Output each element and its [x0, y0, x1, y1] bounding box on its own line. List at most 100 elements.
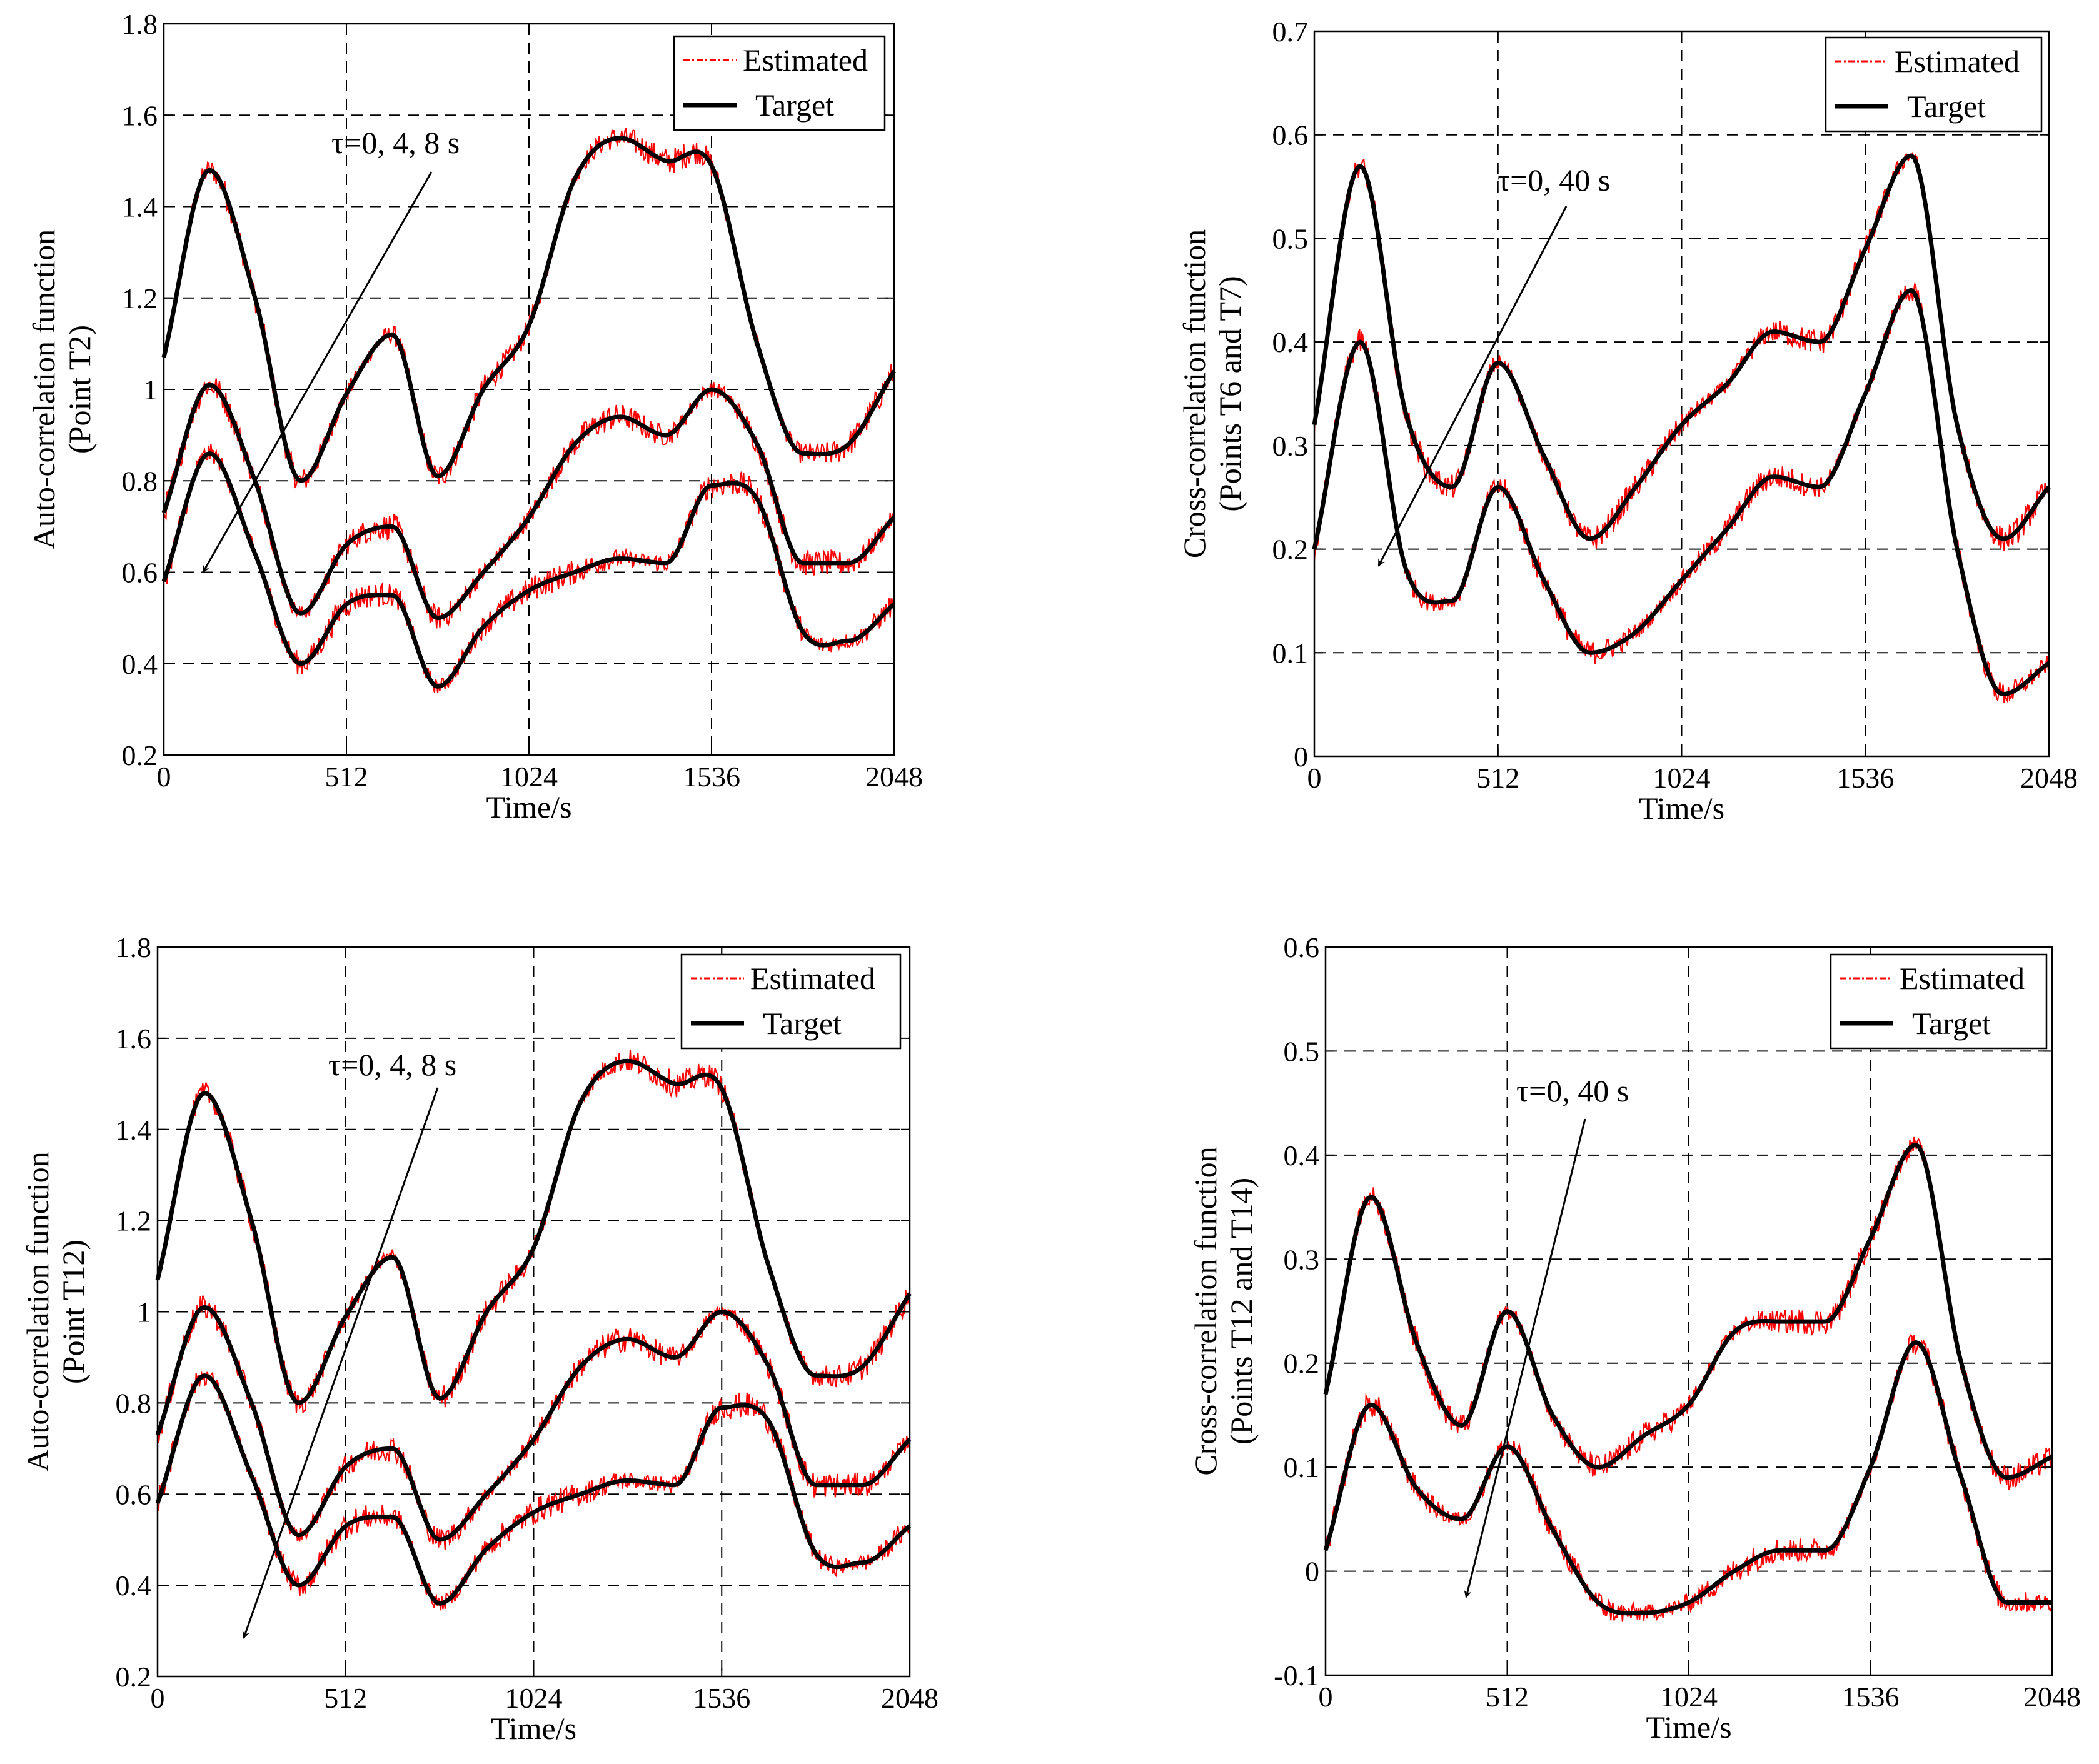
x-tick-label: 512 [325, 761, 368, 793]
y-axis-label: Auto-correlation function [26, 229, 61, 549]
legend-target-label: Target [1907, 89, 1986, 124]
x-tick-label: 1536 [1842, 1681, 1900, 1713]
y-tick-label: 0.7 [1272, 16, 1309, 48]
x-tick-label: 512 [324, 1682, 367, 1714]
y-tick-label: 0.6 [1272, 119, 1309, 151]
legend: Estimated Target [1830, 953, 2048, 1050]
y-tick-label: 0.2 [122, 739, 158, 771]
x-tick-label: 0 [1307, 762, 1322, 794]
y-axis-label-subtitle: (Point T2) [62, 325, 97, 454]
annotation-arrow [242, 1087, 439, 1639]
x-tick-label: 1024 [500, 761, 558, 793]
annotation-arrow [202, 171, 433, 573]
legend-target-label: Target [763, 1006, 842, 1041]
x-tick-label: 2048 [881, 1682, 939, 1714]
y-tick-label: 0.4 [1272, 326, 1309, 358]
target-series-line [1323, 1340, 2052, 1616]
y-axis-label: Auto-correlation function [20, 1151, 55, 1471]
x-tick-label: 1024 [505, 1682, 563, 1714]
y-tick-label: 0.5 [1284, 1035, 1320, 1067]
y-tick-label: 1.4 [122, 191, 158, 223]
x-tick-label: 1536 [683, 761, 740, 793]
y-tick-label: 1 [137, 1296, 151, 1328]
y-tick-label: 0.6 [1284, 931, 1320, 963]
annotation-label: τ=0, 4, 8 s [328, 1047, 456, 1082]
x-tick-label: 512 [1476, 762, 1519, 794]
x-tick-label: 1536 [1836, 762, 1894, 794]
y-tick-label: 0.2 [116, 1661, 152, 1693]
x-tick-label: 1024 [1653, 762, 1711, 794]
legend: Estimated Target [673, 35, 886, 131]
legend-estimated-label: Estimated [750, 961, 875, 996]
legend-box [680, 953, 902, 1050]
target-series-line [161, 451, 896, 689]
legend-box [1830, 953, 2048, 1050]
y-tick-label: 0.5 [1272, 223, 1309, 254]
legend-target-label: Target [1912, 1006, 1991, 1041]
y-tick-label: -0.1 [1274, 1660, 1319, 1691]
y-axis-label-subtitle: (Points T6 and T7) [1212, 276, 1247, 511]
x-tick-label: 1024 [1660, 1681, 1718, 1713]
y-axis-label-subtitle: (Point T12) [56, 1240, 91, 1384]
y-tick-label: 0.2 [1272, 534, 1309, 566]
target-series-line [161, 383, 896, 621]
y-tick-label: 1.8 [116, 931, 152, 963]
target-series-line [1323, 1142, 2053, 1480]
chart-panel-top-right: 0 512 1024 1536 2048 0 0.1 0.2 0.3 0.4 0.5 0.6 0.7 Ti… [1177, 16, 2078, 826]
y-tick-label: 0.6 [116, 1478, 152, 1510]
y-axis-label: Cross-correlation function [1188, 1146, 1223, 1475]
y-tick-label: 0.8 [122, 465, 158, 497]
y-tick-label: 1.8 [122, 8, 158, 40]
y-tick-label: 1.4 [116, 1114, 152, 1146]
annotation-label: τ=0, 40 s [1516, 1073, 1629, 1108]
target-series-line [155, 1373, 912, 1606]
y-tick-label: 0 [1305, 1556, 1319, 1588]
y-tick-label: 0.6 [122, 557, 158, 589]
y-tick-label: 0.2 [1284, 1348, 1320, 1380]
legend-box [1825, 36, 2043, 133]
chart-panel-top-left: 0 512 1024 1536 2048 0.2 0.4 0.6 0.8 1 1.2 1.4 1.6 1.… [26, 8, 923, 824]
y-tick-label: 0.1 [1272, 637, 1309, 669]
legend: Estimated Target [680, 953, 902, 1050]
x-tick-label: 0 [151, 1682, 165, 1714]
y-tick-label: 0.3 [1272, 430, 1309, 462]
x-tick-label: 2048 [865, 761, 923, 793]
x-tick-label: 2048 [2020, 762, 2078, 794]
legend-estimated-label: Estimated [743, 43, 868, 78]
x-axis-label: Time/s [491, 1711, 576, 1746]
x-axis-label: Time/s [486, 789, 571, 824]
x-axis-label: Time/s [1639, 791, 1724, 826]
legend-box [673, 35, 886, 131]
y-tick-label: 1.2 [122, 283, 158, 314]
annotation-label: τ=0, 40 s [1497, 163, 1610, 198]
y-tick-label: 0 [1294, 741, 1308, 773]
chart-panel-bottom-right: 0 512 1024 1536 2048-0.100.10.20.30.40.50.6T… [1188, 931, 2081, 1745]
chart-panel-bottom-left: 0 512 1024 1536 2048 0.2 0.4 0.6 0.8 1 1.2 1.4 1.6 1.… [20, 931, 939, 1746]
legend-target-label: Target [755, 88, 834, 123]
annotation-label: τ=0, 4, 8 s [331, 125, 460, 160]
y-tick-label: 0.4 [116, 1570, 152, 1601]
y-tick-label: 1.2 [116, 1205, 152, 1237]
y-tick-label: 0.8 [116, 1387, 152, 1419]
x-tick-label: 512 [1486, 1681, 1529, 1713]
x-tick-label: 0 [157, 761, 171, 793]
legend: Estimated Target [1825, 36, 2043, 133]
y-tick-label: 0.3 [1284, 1243, 1320, 1275]
x-tick-label: 0 [1319, 1681, 1333, 1713]
annotation-arrow [1377, 206, 1568, 567]
legend-estimated-label: Estimated [1900, 961, 2025, 996]
x-tick-label: 1536 [693, 1682, 750, 1714]
y-tick-label: 0.4 [122, 648, 158, 680]
target-series-line [161, 136, 896, 483]
y-tick-label: 0.1 [1284, 1451, 1320, 1483]
legend-estimated-label: Estimated [1895, 44, 2020, 79]
y-tick-label: 1.6 [116, 1023, 152, 1055]
x-tick-label: 2048 [2023, 1681, 2081, 1713]
x-axis-label: Time/s [1646, 1710, 1731, 1745]
target-series-line [155, 1305, 912, 1542]
y-axis-label: Cross-correlation function [1177, 229, 1212, 558]
y-tick-label: 1 [143, 374, 158, 406]
annotation-arrow [1464, 1118, 1586, 1598]
target-series-line [1312, 153, 2051, 541]
